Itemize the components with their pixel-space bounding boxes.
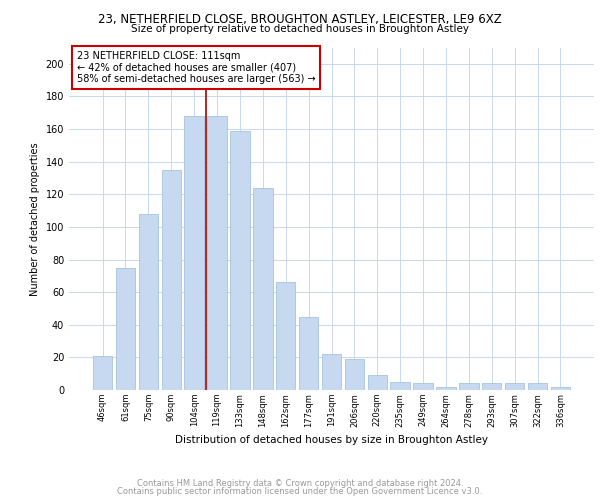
Bar xyxy=(161,170,181,390)
Bar xyxy=(184,116,204,390)
Text: 23 NETHERFIELD CLOSE: 111sqm
← 42% of detached houses are smaller (407)
58% of s: 23 NETHERFIELD CLOSE: 111sqm ← 42% of de… xyxy=(77,51,316,84)
Bar xyxy=(322,354,341,390)
Bar xyxy=(528,384,547,390)
Bar xyxy=(413,384,433,390)
Text: Contains public sector information licensed under the Open Government Licence v3: Contains public sector information licen… xyxy=(118,487,482,496)
Bar xyxy=(482,384,502,390)
Text: Contains HM Land Registry data © Crown copyright and database right 2024.: Contains HM Land Registry data © Crown c… xyxy=(137,478,463,488)
Bar xyxy=(299,316,319,390)
X-axis label: Distribution of detached houses by size in Broughton Astley: Distribution of detached houses by size … xyxy=(175,435,488,445)
Bar xyxy=(93,356,112,390)
Bar xyxy=(344,359,364,390)
Bar xyxy=(551,386,570,390)
Bar xyxy=(230,130,250,390)
Bar xyxy=(436,386,455,390)
Text: 23, NETHERFIELD CLOSE, BROUGHTON ASTLEY, LEICESTER, LE9 6XZ: 23, NETHERFIELD CLOSE, BROUGHTON ASTLEY,… xyxy=(98,12,502,26)
Bar xyxy=(208,116,227,390)
Y-axis label: Number of detached properties: Number of detached properties xyxy=(30,142,40,296)
Bar xyxy=(253,188,272,390)
Bar xyxy=(139,214,158,390)
Bar xyxy=(276,282,295,390)
Bar xyxy=(505,384,524,390)
Bar xyxy=(459,384,479,390)
Bar xyxy=(391,382,410,390)
Bar xyxy=(368,376,387,390)
Bar xyxy=(116,268,135,390)
Text: Size of property relative to detached houses in Broughton Astley: Size of property relative to detached ho… xyxy=(131,24,469,34)
